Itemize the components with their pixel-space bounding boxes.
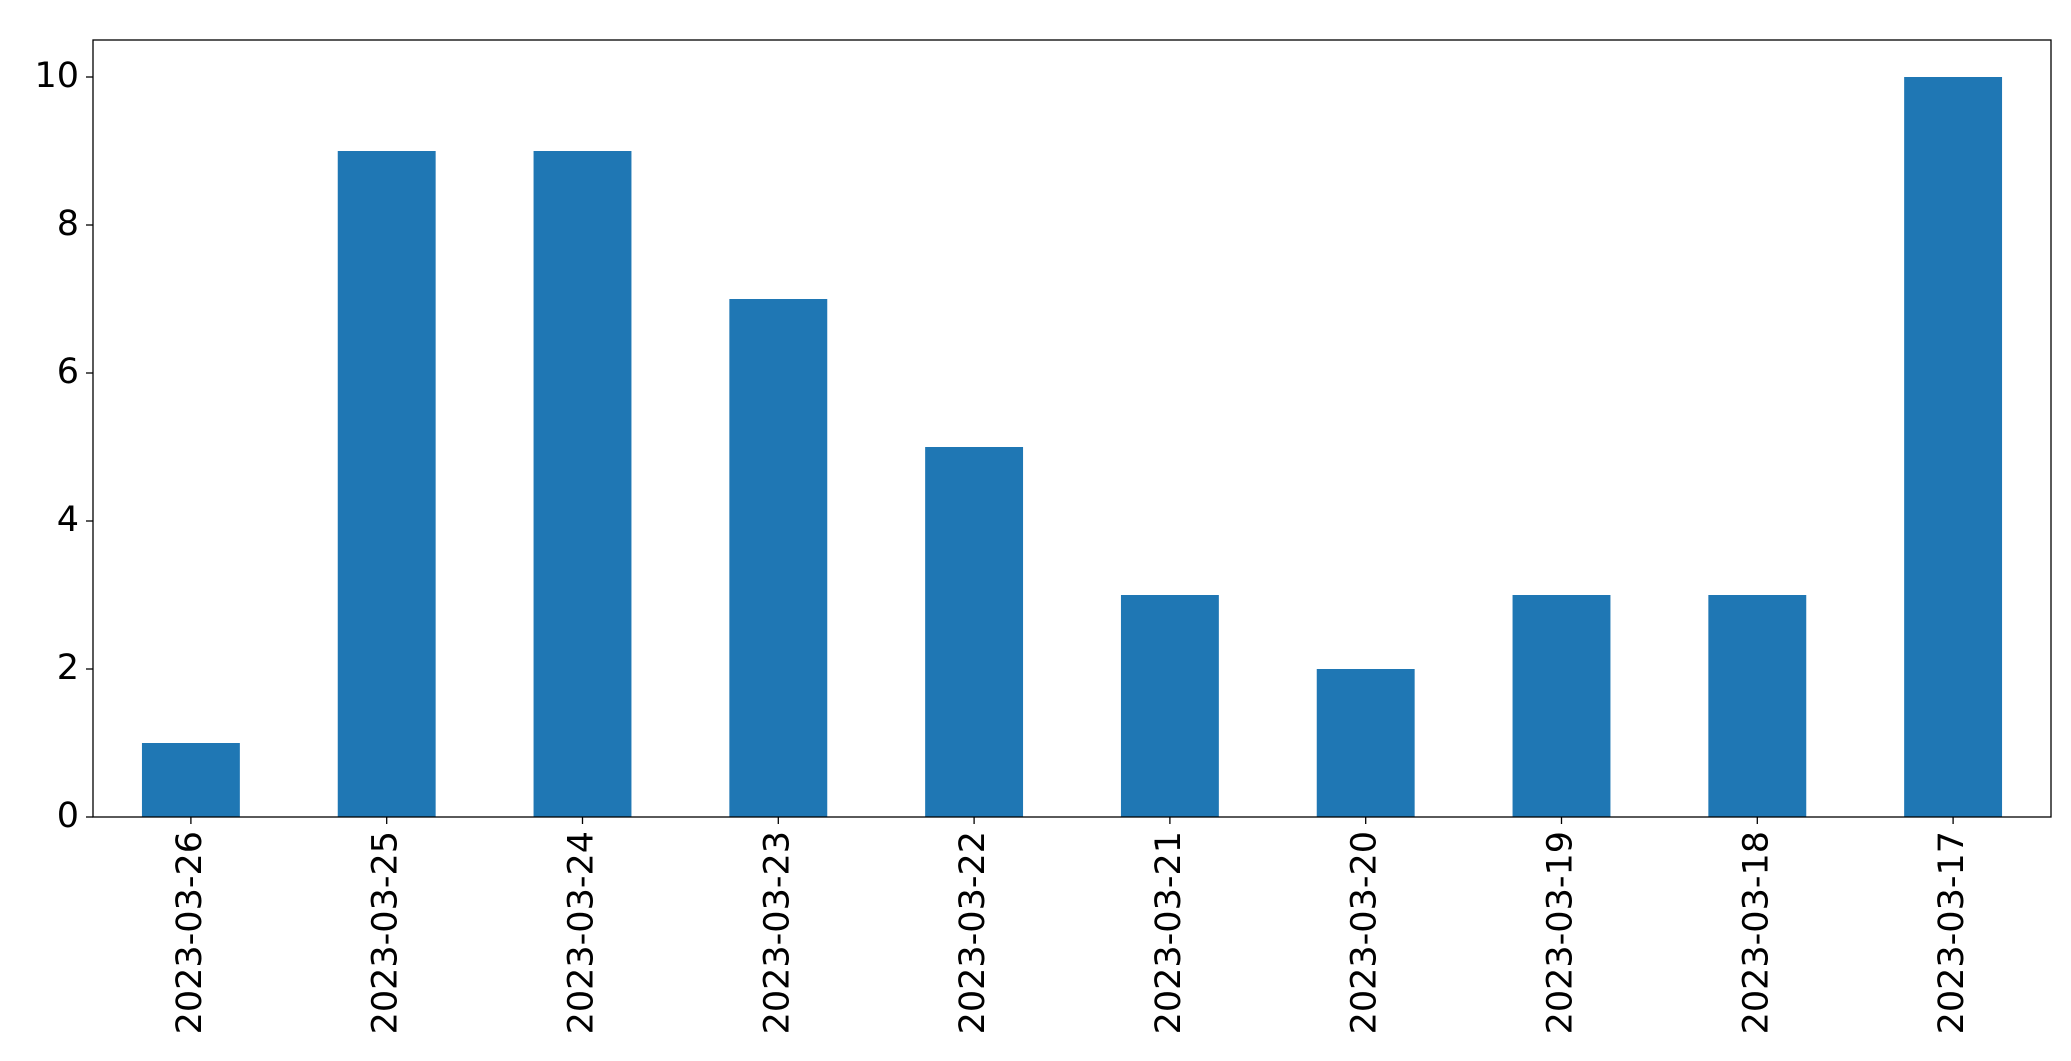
bar	[141, 743, 240, 817]
bar	[1904, 77, 2003, 817]
bar	[337, 151, 436, 817]
x-tick-label: 2023-03-20	[1345, 831, 1385, 1034]
y-tick-label: 2	[57, 648, 79, 688]
y-tick-label: 0	[57, 796, 79, 836]
bar	[1708, 595, 1807, 817]
y-tick-label: 8	[57, 204, 79, 244]
x-tick-label: 2023-03-18	[1736, 831, 1776, 1034]
bar	[1316, 669, 1415, 817]
bar	[1512, 595, 1611, 817]
x-tick-label: 2023-03-24	[562, 831, 602, 1034]
x-tick-label: 2023-03-19	[1541, 831, 1581, 1034]
plot-frame	[92, 39, 2052, 818]
x-tick-label: 2023-03-23	[757, 831, 797, 1034]
bar	[925, 447, 1024, 817]
x-tick-label: 2023-03-17	[1932, 831, 1972, 1034]
bar	[1120, 595, 1219, 817]
x-tick-label: 2023-03-22	[953, 831, 993, 1034]
x-tick-label: 2023-03-26	[170, 831, 210, 1034]
y-tick-label: 4	[57, 500, 79, 540]
bar	[729, 299, 828, 817]
x-tick-label: 2023-03-21	[1149, 831, 1189, 1034]
y-tick-label: 6	[57, 352, 79, 392]
y-tick-label: 10	[34, 56, 79, 96]
x-tick-label: 2023-03-25	[366, 831, 406, 1034]
bar	[533, 151, 632, 817]
